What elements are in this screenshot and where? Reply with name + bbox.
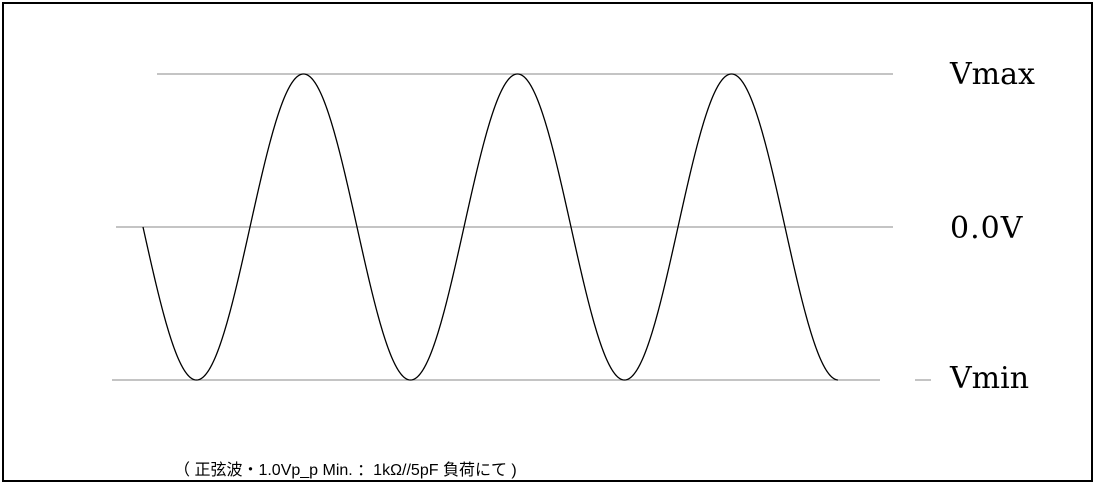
- sine-wave-trace: [142, 73, 839, 381]
- figure-caption: （ 正弦波・1.0Vp_p Min. ：1kΩ//5pF 負荷にて ): [174, 462, 517, 479]
- vmin-label: Vmin: [950, 361, 1030, 396]
- vmax-label: Vmax: [950, 57, 1035, 92]
- zero-volt-label: 0.0V: [950, 211, 1024, 246]
